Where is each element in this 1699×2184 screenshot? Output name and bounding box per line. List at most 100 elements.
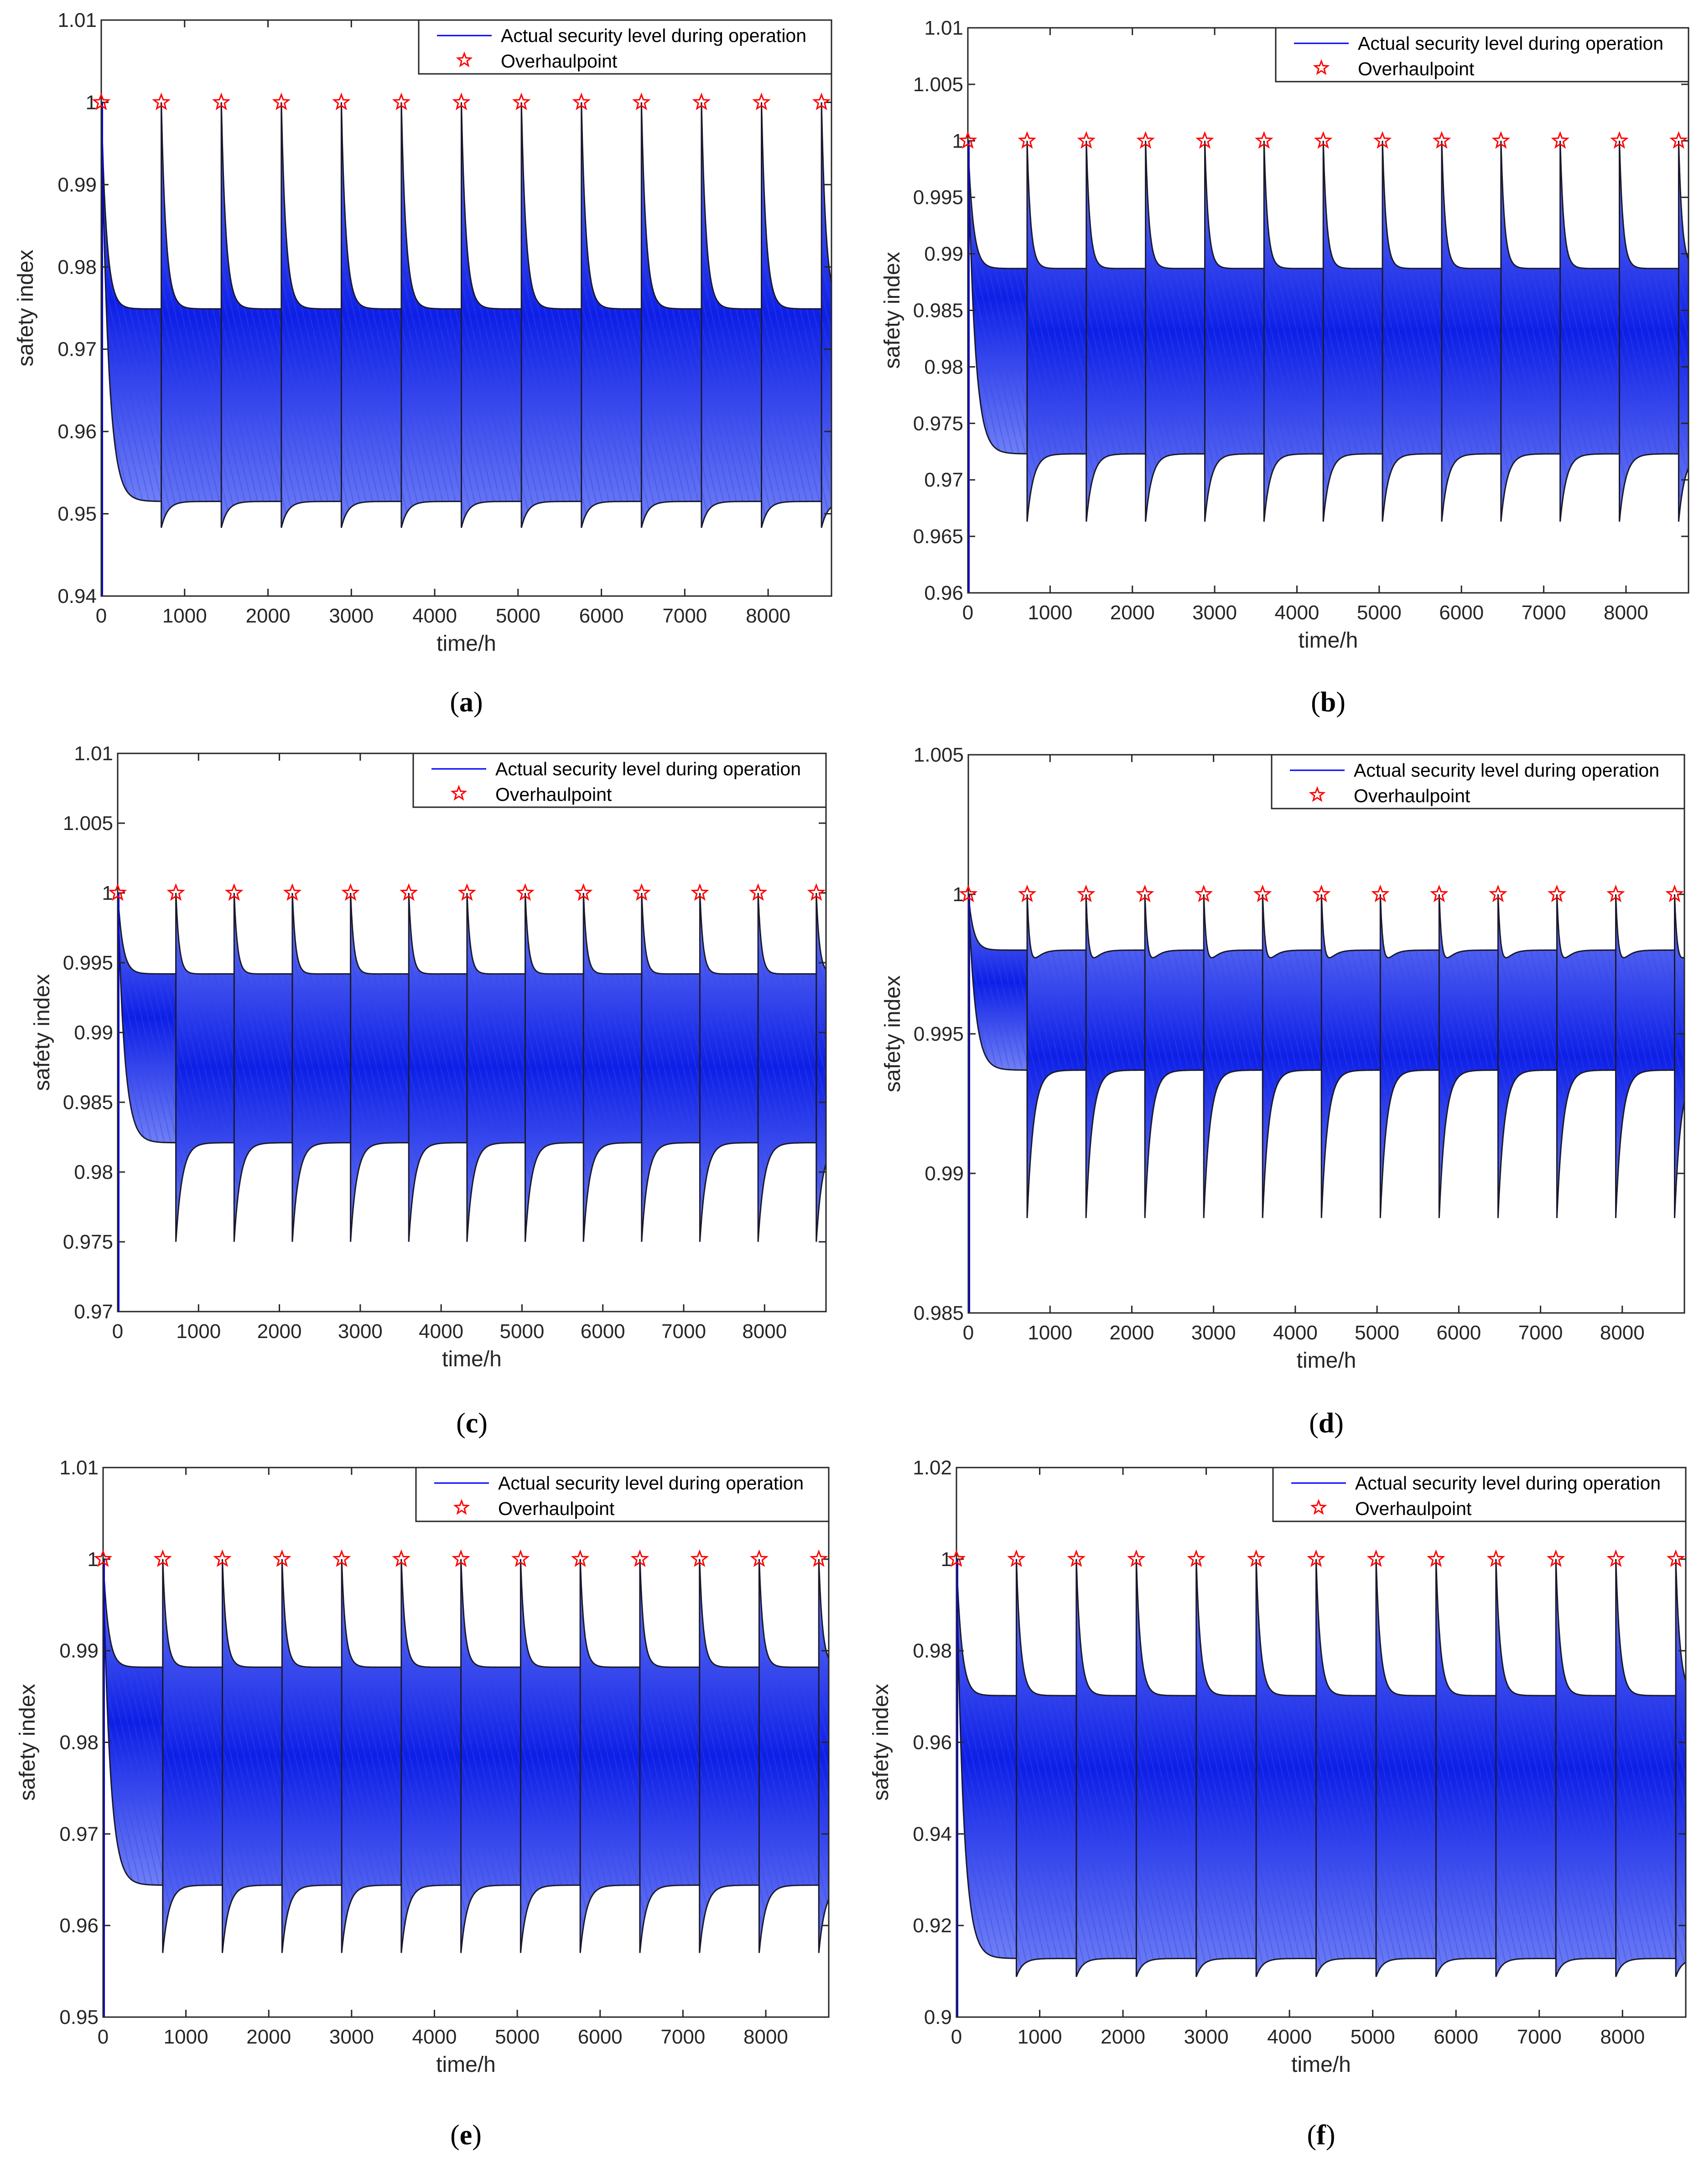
y-tick-label: 1.01 <box>59 1457 99 1479</box>
y-axis-label: safety index <box>30 974 54 1091</box>
overhaul-point-marker <box>958 131 977 149</box>
y-tick-label: 1 <box>86 91 97 114</box>
caption-letter: b <box>1320 687 1336 718</box>
overhaul-point-marker <box>812 93 831 110</box>
band-texture-3 <box>222 1559 282 1953</box>
band-texture-7 <box>467 893 525 1242</box>
caption-open: ( <box>450 687 459 718</box>
overhaul-point-marker <box>574 883 593 901</box>
y-tick-label: 0.995 <box>63 952 113 974</box>
overhaul-point-marker <box>572 93 591 110</box>
overhaul-point-marker <box>272 1549 291 1567</box>
band-texture-8 <box>521 102 582 528</box>
x-tick-label: 3000 <box>329 605 374 627</box>
envelope-upper <box>1320 894 1381 959</box>
overhaul-point-marker <box>692 93 711 110</box>
envelope-lower <box>291 893 351 1242</box>
envelope-upper <box>968 894 1027 951</box>
envelope-lower <box>757 893 816 1242</box>
envelope-upper <box>101 102 161 310</box>
overhaul-point-marker <box>690 1549 709 1567</box>
envelope-lower <box>818 1559 829 1953</box>
envelope-upper <box>821 102 831 284</box>
envelope-lower <box>400 102 462 528</box>
envelope-lower <box>340 102 401 528</box>
legend-star-icon <box>450 784 468 801</box>
x-tick-label: 3000 <box>338 1320 383 1343</box>
legend-marker-label: Overhaulpoint <box>1358 58 1475 79</box>
envelope-upper <box>520 1559 581 1668</box>
envelope-lower <box>956 1559 1017 1959</box>
envelope-lower <box>1375 1559 1436 1977</box>
envelope-lower <box>1678 140 1689 522</box>
x-tick-label: 0 <box>98 2026 109 2048</box>
envelope-lower <box>1086 140 1146 522</box>
band-texture-4 <box>292 893 351 1242</box>
x-tick-label: 2000 <box>1101 2026 1145 2048</box>
band-texture-12 <box>759 1559 819 1953</box>
envelope-upper <box>1675 1559 1686 1681</box>
x-tick-label: 5000 <box>1355 1322 1399 1344</box>
y-tick-label: 0.995 <box>914 1023 964 1045</box>
x-tick-label: 0 <box>963 1322 974 1344</box>
envelope-lower <box>161 102 222 528</box>
overhaul-point-marker <box>1007 1549 1026 1567</box>
x-tick-label: 1000 <box>1028 1322 1072 1344</box>
overhaul-point-marker <box>1366 1549 1386 1567</box>
y-tick-label: 1 <box>953 883 964 906</box>
band-texture-10 <box>641 893 700 1242</box>
envelope-upper <box>1203 894 1263 959</box>
caption-close: ) <box>1334 1408 1344 1439</box>
legend-box <box>1272 1467 1687 1522</box>
envelope-lower <box>1556 894 1616 1218</box>
overhaul-point-marker <box>1136 131 1155 149</box>
overhaul-point-marker <box>571 1549 590 1567</box>
y-tick-label: 0.96 <box>57 420 97 443</box>
envelope-lower <box>639 1559 700 1953</box>
y-tick-label: 0.97 <box>74 1301 113 1323</box>
band-texture-10 <box>1498 894 1557 1218</box>
envelope-upper <box>956 1559 1017 1696</box>
envelope-lower <box>103 1559 163 1886</box>
envelope-upper <box>640 102 701 310</box>
overhaul-point-marker <box>341 883 360 901</box>
envelope-upper <box>701 102 762 310</box>
envelope-upper <box>222 1559 282 1668</box>
overhaul-point-marker <box>1491 131 1510 149</box>
band-texture-13 <box>1678 140 1689 522</box>
legend-box <box>412 752 827 808</box>
overhaul-point-marker <box>1486 1549 1506 1567</box>
caption-letter: e <box>460 2120 473 2151</box>
legend-star-icon <box>453 1499 470 1515</box>
envelope-upper <box>1015 1559 1076 1696</box>
band-texture-3 <box>1086 894 1145 1218</box>
band-texture-1 <box>101 102 161 502</box>
band-texture-13 <box>1676 1559 1686 1977</box>
y-tick-label: 1.01 <box>924 17 963 39</box>
x-tick-label: 8000 <box>1604 602 1648 624</box>
band-texture-13 <box>816 893 826 1242</box>
overhaul-point-marker <box>511 1549 530 1567</box>
x-tick-label: 5000 <box>499 1320 544 1343</box>
legend-line-label: Actual security level during operation <box>495 758 801 779</box>
legend: Actual security level during operation Ov… <box>1275 27 1689 83</box>
band-texture-12 <box>1616 1559 1676 1977</box>
overhaul-point-marker <box>272 93 291 110</box>
envelope-upper <box>1674 894 1684 959</box>
envelope-upper <box>400 1559 461 1668</box>
envelope-upper <box>1556 894 1616 959</box>
band-texture-10 <box>1501 140 1560 522</box>
envelope-upper <box>1382 140 1442 270</box>
x-tick-label: 2000 <box>246 2026 291 2048</box>
y-tick-label: 0.98 <box>913 1640 952 1662</box>
band-texture-4 <box>281 102 342 528</box>
chart-panel-b: 0 1000 2000 3000 4000 5000 6000 7000 8000 0.96 0.9… <box>880 17 1689 718</box>
overhaul-point-marker <box>283 883 302 901</box>
legend-line-label: Actual security level during operation <box>1354 760 1659 781</box>
band-texture-8 <box>1382 140 1442 522</box>
envelope-upper <box>103 1559 163 1668</box>
overhaul-point-marker <box>1666 1549 1685 1567</box>
overhaul-point-marker <box>1371 884 1390 903</box>
band-texture-6 <box>401 102 462 528</box>
caption-open: ( <box>456 1408 466 1439</box>
